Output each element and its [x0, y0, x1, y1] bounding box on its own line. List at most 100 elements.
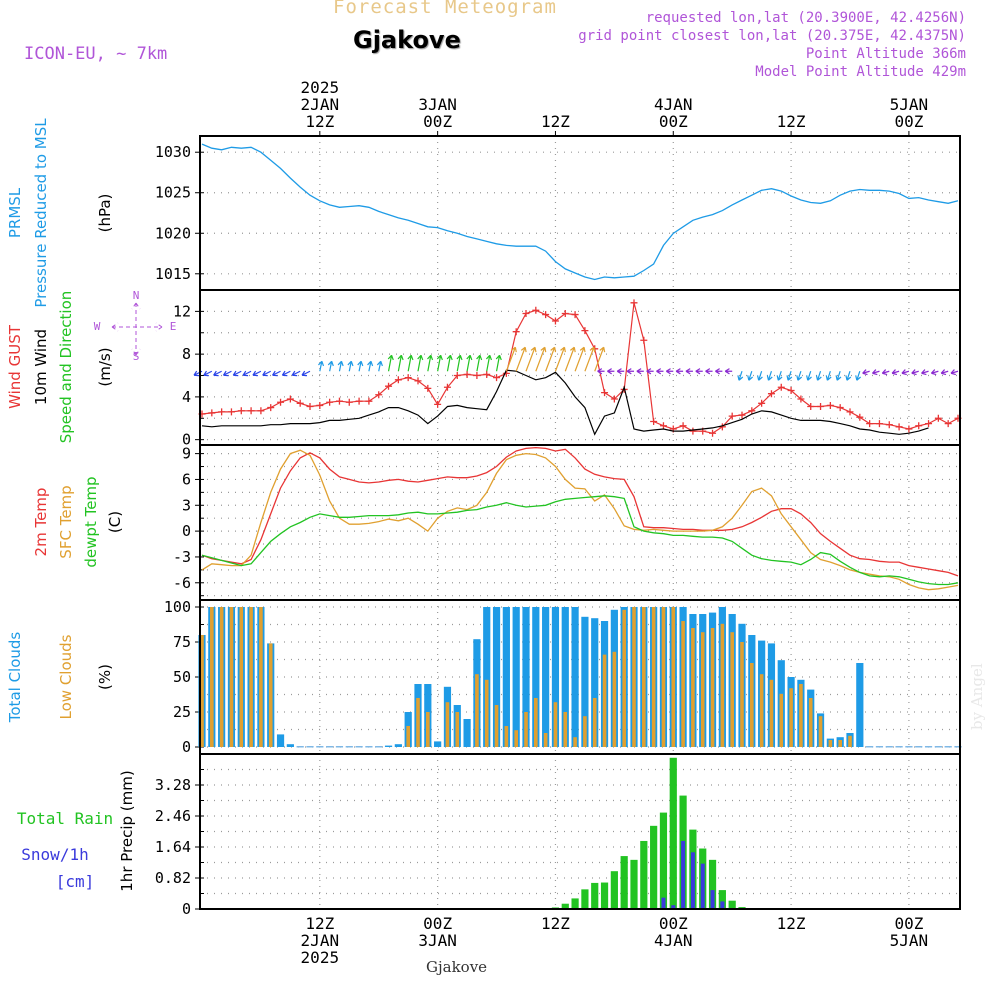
wind-gust-marker: [316, 401, 324, 409]
wind-label-1: Wind GUST: [6, 324, 24, 409]
wind-gust-marker: [277, 398, 285, 406]
wind-gust-marker: [925, 420, 933, 428]
wind-gust-marker: [355, 397, 363, 405]
wind-gust-marker: [385, 382, 393, 390]
low-cloud-bar: [602, 654, 607, 747]
snow-bar: [681, 840, 686, 909]
total-cloud-bar: [924, 746, 933, 748]
wind-gust-marker: [610, 395, 618, 403]
pressure-ytick-label: 1030: [155, 143, 191, 161]
cloud-ytick-label: 75: [173, 633, 191, 651]
cloud-ytick-label: 100: [164, 598, 191, 616]
wind-direction-arrow: [737, 371, 744, 381]
top-time-label: 5JAN: [890, 95, 929, 114]
low-cloud-bar: [583, 716, 587, 747]
total-cloud-bar: [286, 744, 294, 747]
low-cloud-bar: [573, 737, 577, 747]
wind-ytick-label: 4: [182, 388, 191, 406]
wind-gust-marker: [571, 311, 579, 319]
low-cloud-bar: [504, 726, 509, 747]
wind-gust-marker: [689, 427, 697, 435]
wind-direction-arrow: [427, 354, 434, 372]
wind-gust-marker: [640, 336, 648, 344]
bottom-time-label: 3JAN: [418, 931, 457, 950]
total-cloud-bar: [316, 746, 324, 748]
wind-gust-marker: [522, 310, 530, 318]
temp-panel: -6 -3 0 3 6 9: [173, 444, 961, 601]
location-title: Gjakove: [353, 26, 461, 54]
wind-direction-arrow: [301, 370, 311, 377]
snow-bar: [690, 852, 695, 909]
wind-gust-marker: [738, 411, 746, 419]
low-cloud-bar: [789, 688, 793, 747]
temp-label-1: 2m Temp: [32, 488, 50, 557]
wind-gust-marker: [542, 311, 550, 319]
total-cloud-bar: [434, 741, 442, 747]
low-cloud-bar: [651, 607, 656, 747]
rain-bar: [728, 900, 736, 909]
total-cloud-bar: [856, 663, 864, 747]
wind-gust-marker: [826, 401, 834, 409]
total-cloud-bar: [591, 618, 599, 747]
wind-gust-marker: [237, 407, 245, 415]
wind-direction-arrow: [242, 370, 252, 377]
low-cloud-bar: [642, 607, 646, 747]
wind-direction-arrow: [685, 368, 693, 375]
wind-gust-marker: [797, 395, 805, 403]
low-cloud-bar: [838, 740, 842, 747]
low-cloud-bar: [455, 712, 460, 747]
total-cloud-bar: [561, 607, 569, 747]
total-cloud-bar: [345, 746, 353, 748]
wind-direction-arrow: [327, 360, 334, 372]
wind-gust-marker: [709, 429, 717, 437]
wind-direction-arrow: [806, 371, 812, 381]
wind-direction-arrow: [232, 370, 242, 377]
bottom-time-label: 00Z: [894, 914, 923, 933]
low-cloud-bar: [632, 607, 636, 747]
total-cloud-bar: [492, 607, 501, 747]
precip-ytick-label: 0: [182, 900, 191, 918]
wind-gust-line: [201, 302, 959, 434]
wind-gust-marker: [944, 420, 952, 428]
wind-direction-arrow: [574, 346, 586, 372]
rain-bar: [650, 825, 658, 909]
low-cloud-bar: [543, 733, 548, 747]
wind-direction-arrow: [291, 370, 301, 377]
low-cloud-bar: [691, 628, 695, 747]
temp-ytick-label: -3: [173, 548, 191, 566]
wind-gust-marker: [836, 404, 844, 412]
temp-label-2: SFC Temp: [57, 485, 75, 558]
temp-ytick-label: 3: [182, 496, 191, 514]
bottom-time-label: 2025: [301, 948, 340, 967]
low-cloud-bar: [799, 684, 803, 747]
wind-direction-arrow: [796, 371, 803, 381]
wind-gust-marker: [286, 395, 294, 403]
total-cloud-bar: [512, 607, 520, 747]
wind-direction-arrow: [786, 371, 793, 381]
wind-gust-marker: [561, 310, 569, 318]
total-cloud-bar: [915, 746, 923, 748]
total-cloud-bar: [875, 746, 884, 748]
wind-direction-arrow: [407, 354, 414, 372]
dewpt-temp-line: [201, 495, 959, 586]
wind-direction-arrow: [515, 346, 527, 372]
wind-direction-arrow: [665, 368, 674, 375]
pressure-frame: [199, 135, 961, 291]
low-cloud-bar: [534, 698, 538, 747]
pressure-label-2: Pressure Reduced to MSL: [32, 118, 50, 308]
total-cloud-bar: [296, 746, 304, 748]
wind-gust-marker: [512, 328, 520, 336]
footer-location: Gjakove: [426, 958, 488, 976]
wind-label-2: 10m Wind: [32, 329, 50, 405]
low-cloud-bar: [210, 607, 214, 747]
wind-direction-arrow: [891, 369, 900, 376]
top-time-label: 2025: [301, 78, 340, 97]
compass-south: S: [133, 350, 140, 363]
temp-ytick-label: 9: [182, 445, 191, 463]
low-cloud-bar: [769, 679, 774, 747]
wind-direction-arrow: [525, 346, 537, 372]
total-cloud-bar: [905, 746, 913, 748]
low-cloud-bar: [553, 702, 558, 747]
wind-direction-arrow: [347, 360, 354, 372]
wind-direction-arrow: [626, 368, 634, 375]
